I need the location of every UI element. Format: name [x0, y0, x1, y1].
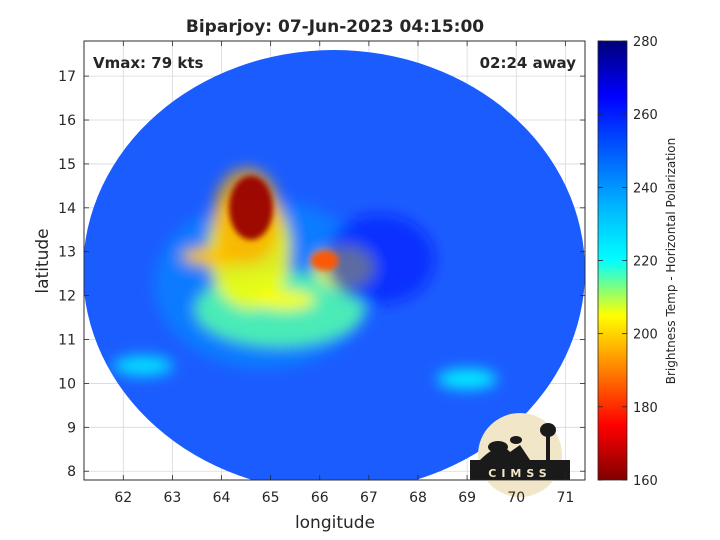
- y-tick-label: 9: [67, 420, 76, 436]
- x-tick-label: 71: [556, 490, 574, 506]
- y-tick-label: 11: [58, 333, 76, 349]
- y-tick-label: 10: [58, 376, 76, 392]
- colorbar-tick-label: 160: [633, 474, 658, 489]
- colorbar: 160 180 200 220 240 260 280 Brightness Temp - …: [597, 35, 678, 489]
- feature-2: [310, 250, 339, 271]
- y-tick-label: 13: [58, 245, 76, 261]
- eye-region: [324, 214, 435, 305]
- feature-5: [112, 355, 173, 376]
- y-tick-label: 8: [67, 464, 76, 480]
- colorbar-tick-label: 200: [633, 328, 658, 343]
- y-tick-label: 16: [58, 113, 76, 129]
- x-tick-label: 62: [114, 490, 132, 506]
- brightness-temp-image: [84, 50, 585, 480]
- y-tick-label: 15: [58, 157, 76, 173]
- y-tick-label: 17: [58, 69, 76, 85]
- colorbar-tick-label: 280: [633, 35, 658, 50]
- colorbar-tick-label: 240: [633, 181, 658, 196]
- vmax-annotation: Vmax: 79 kts: [93, 54, 203, 72]
- chart-title: Biparjoy: 07-Jun-2023 04:15:00: [186, 17, 484, 37]
- colorbar-tick-label: 180: [633, 401, 658, 416]
- y-tick-label: 14: [58, 201, 76, 217]
- colorbar-tick-label: 220: [633, 255, 658, 270]
- y-axis-label: latitude: [33, 228, 53, 293]
- cimss-logo: CIMSS: [470, 413, 570, 497]
- feature-1: [229, 175, 273, 240]
- axis-ticks: 62 63 64 65 66 67 68 69 70 71 8 9 10 11 12 13 14 15 16 17: [58, 41, 585, 506]
- x-tick-label: 65: [262, 490, 280, 506]
- x-tick-label: 70: [507, 490, 525, 506]
- logo-text: CIMSS: [488, 467, 551, 480]
- colorbar-label: Brightness Temp - Horizontal Polarizatio…: [664, 138, 678, 385]
- x-tick-label: 69: [458, 490, 476, 506]
- time-away-annotation: 02:24 away: [480, 54, 577, 72]
- x-tick-label: 67: [360, 490, 378, 506]
- x-tick-label: 66: [311, 490, 329, 506]
- x-tick-label: 63: [163, 490, 181, 506]
- colorbar-tick-label: 260: [633, 108, 658, 123]
- feature-6: [437, 369, 498, 390]
- feature-3: [255, 290, 316, 311]
- x-tick-label: 68: [409, 490, 427, 506]
- x-tick-label: 64: [213, 490, 231, 506]
- x-axis-label: longitude: [295, 513, 375, 533]
- y-tick-label: 12: [58, 289, 76, 305]
